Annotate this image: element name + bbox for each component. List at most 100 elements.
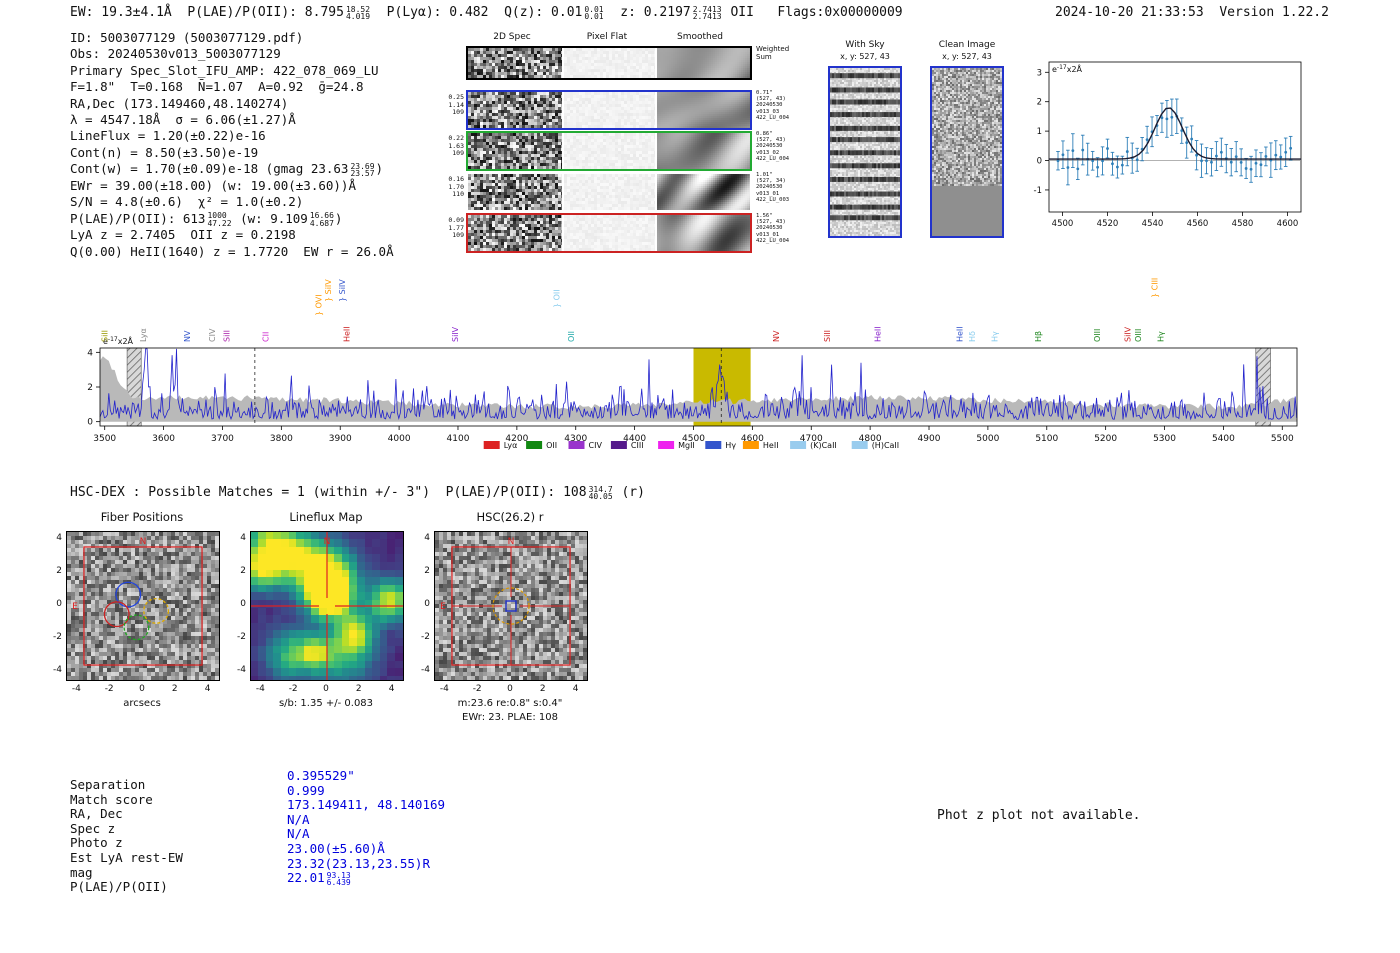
hsc-xlabel2: EWr: 23. PLAE: 108 <box>462 712 558 723</box>
text-run: 22.01 <box>287 870 325 886</box>
legend-label: Lyα <box>504 441 518 450</box>
hsc-dex-matches-line: HSC-DEX : Possible Matches = 1 (within +… <box>70 485 645 501</box>
text-run: LineFlux = 1.20(±0.22)e-16 <box>70 128 266 144</box>
emission-line-label: } SiIV <box>338 279 347 302</box>
legend-swatch <box>526 441 543 449</box>
text-run: Primary Spec_Slot_IFU_AMP: 422_078_069_L… <box>70 62 379 78</box>
pixel-flat-image <box>564 133 655 169</box>
emission-line-label: CII <box>261 332 270 342</box>
cutout-y-tick-label: 4 <box>424 533 430 544</box>
info-line: Obs: 20240530v013_5003077129 <box>70 46 394 62</box>
text-run: Obs: 20240530v013_5003077129 <box>70 46 281 62</box>
match-row-value: 0.395529" <box>287 768 355 783</box>
emission-line-label: HeII <box>343 326 352 342</box>
spectrum-x-tick-label: 5000 <box>976 434 999 444</box>
emission-line-label: OIII <box>1093 329 1102 342</box>
emission-line-label: OII <box>567 331 576 342</box>
text-run: ) <box>334 210 343 226</box>
inset-x-tick-label: 4540 <box>1142 219 1164 229</box>
match-row-value: N/A <box>287 811 310 827</box>
cutout-x-tick-label: -4 <box>71 684 81 694</box>
clean-image-panel: Clean Image x, y: 527, 43 <box>930 40 1006 240</box>
withsky-title: With Sky <box>845 40 885 50</box>
match-row-label: RA, Dec <box>70 806 123 822</box>
sup-sub-fraction: 314.7 40.05 <box>588 484 613 502</box>
cutout-x-tick-label: 4 <box>204 684 211 694</box>
smoothed-image <box>657 174 750 210</box>
spec2d-row <box>466 213 752 253</box>
emission-line-label: Hγ <box>1156 331 1165 342</box>
catalog-object-box <box>505 600 517 612</box>
cutout-y-tick-label: -4 <box>53 664 62 675</box>
lineflux-overlay: N <box>251 532 403 680</box>
cutout-x-tick-label: 2 <box>539 684 546 694</box>
text-run: λ = 4547.18Å σ = 6.06(±1.27)Å <box>70 112 296 128</box>
sup-sub-fraction: 1000 47.22 <box>207 211 232 228</box>
east-label: E <box>440 602 446 612</box>
aperture-circle <box>492 587 530 625</box>
legend-label: (H)CaII <box>872 441 899 450</box>
clean-title: Clean Image <box>938 40 996 50</box>
row-annotation: 1.01" (527, 34) 20240530 v013_01 422_LU_003 <box>756 172 790 203</box>
match-row-value: 23.00(±5.60)Å <box>287 841 385 856</box>
sup-sub-fraction: 18.52 4.019 <box>345 4 371 22</box>
legend-swatch <box>790 441 807 449</box>
text-run: P(Lyα): 0.482 Q(z): 0.01 <box>371 5 583 20</box>
text-run: P(LAE)/P(OII): 613 <box>70 210 206 226</box>
spectrum-x-tick-label: 4700 <box>800 434 823 444</box>
spectrum-x-tick-label: 4500 <box>682 434 705 444</box>
cutout-x-tick-label: -2 <box>472 684 482 694</box>
spectrum-y-tick-label: 4 <box>87 348 93 358</box>
with-sky-panel: With Sky x, y: 527, 43 <box>828 40 904 240</box>
pixel-flat-image <box>564 92 655 128</box>
emission-line-label: Hδ <box>968 331 977 342</box>
legend-label: CIV <box>589 441 603 450</box>
legend-label: Hγ <box>725 441 736 450</box>
emission-line-label: } SiIV <box>324 279 333 302</box>
inset-y-tick-label: -1 <box>1034 186 1042 196</box>
pixel-flat-image <box>564 48 655 78</box>
cutout-y-tick-label: 2 <box>56 566 62 577</box>
inset-x-tick-label: 4600 <box>1277 219 1299 229</box>
clean-image <box>930 66 1004 238</box>
spec2d-panel: 2D Spec Pixel Flat Smoothed Weighted Sum 0.25… <box>440 30 805 262</box>
text-run: LyA z = 2.7405 OII z = 0.2198 <box>70 227 296 243</box>
spec2d-image <box>468 92 562 128</box>
info-line: Cont(n) = 8.50(±3.50)e-19 <box>70 145 394 161</box>
spectrum-x-tick-label: 3800 <box>270 434 293 444</box>
smoothed-image <box>657 48 750 78</box>
sup-sub-fraction: 23.69 23.57 <box>350 161 375 179</box>
info-line: LyA z = 2.7405 OII z = 0.2198 <box>70 227 394 243</box>
spectrum-x-tick-label: 4000 <box>388 434 411 444</box>
inset-y-tick-label: 2 <box>1037 98 1042 108</box>
row-scale-labels: 0.16 1.70 110 <box>448 175 464 198</box>
cutout-x-tick-label: -2 <box>104 684 114 694</box>
spectrum-x-tick-label: 4400 <box>623 434 646 444</box>
smoothed-image <box>657 215 750 251</box>
match-row-label: mag <box>70 864 93 880</box>
emission-line-label: } CIII <box>1150 278 1159 298</box>
noise-band <box>100 356 1297 422</box>
withsky-image <box>828 66 902 238</box>
info-line: ID: 5003077129 (5003077129.pdf) <box>70 30 394 46</box>
inset-x-tick-label: 4580 <box>1232 219 1254 229</box>
fiber-circle-orange <box>143 597 170 624</box>
spectrum-y-tick-label: 0 <box>87 418 93 428</box>
weighted-sum-label: Weighted Sum <box>756 45 790 61</box>
match-row-value: N/A <box>287 826 310 842</box>
spec2d-column-title: 2D Spec <box>493 32 531 42</box>
text-run: S/N = 4.8(±0.6) χ² = 1.0(±0.2) <box>70 194 304 210</box>
emission-line-label: NV <box>772 330 781 342</box>
info-line: P(LAE)/P(OII): 613 1000 47.22 (w: 9.109 16.… <box>70 211 394 228</box>
sup-sub-fraction: 93.13 6.439 <box>326 870 351 888</box>
fiber-image <box>66 531 220 681</box>
match-row-label: Est LyA rest-EW <box>70 850 183 865</box>
text-run: z: 0.2197 <box>604 5 691 20</box>
inset-y-tick-label: 3 <box>1037 68 1042 78</box>
pixel-flat-image <box>564 174 655 210</box>
spectrum-x-tick-label: 5200 <box>1094 434 1117 444</box>
match-row-label: P(LAE)/P(OII) <box>70 879 168 895</box>
text-run: ID: 5003077129 (5003077129.pdf) <box>70 30 304 45</box>
cutout-x-tick-label: 2 <box>171 684 178 694</box>
info-line: Primary Spec_Slot_IFU_AMP: 422_078_069_L… <box>70 63 394 79</box>
